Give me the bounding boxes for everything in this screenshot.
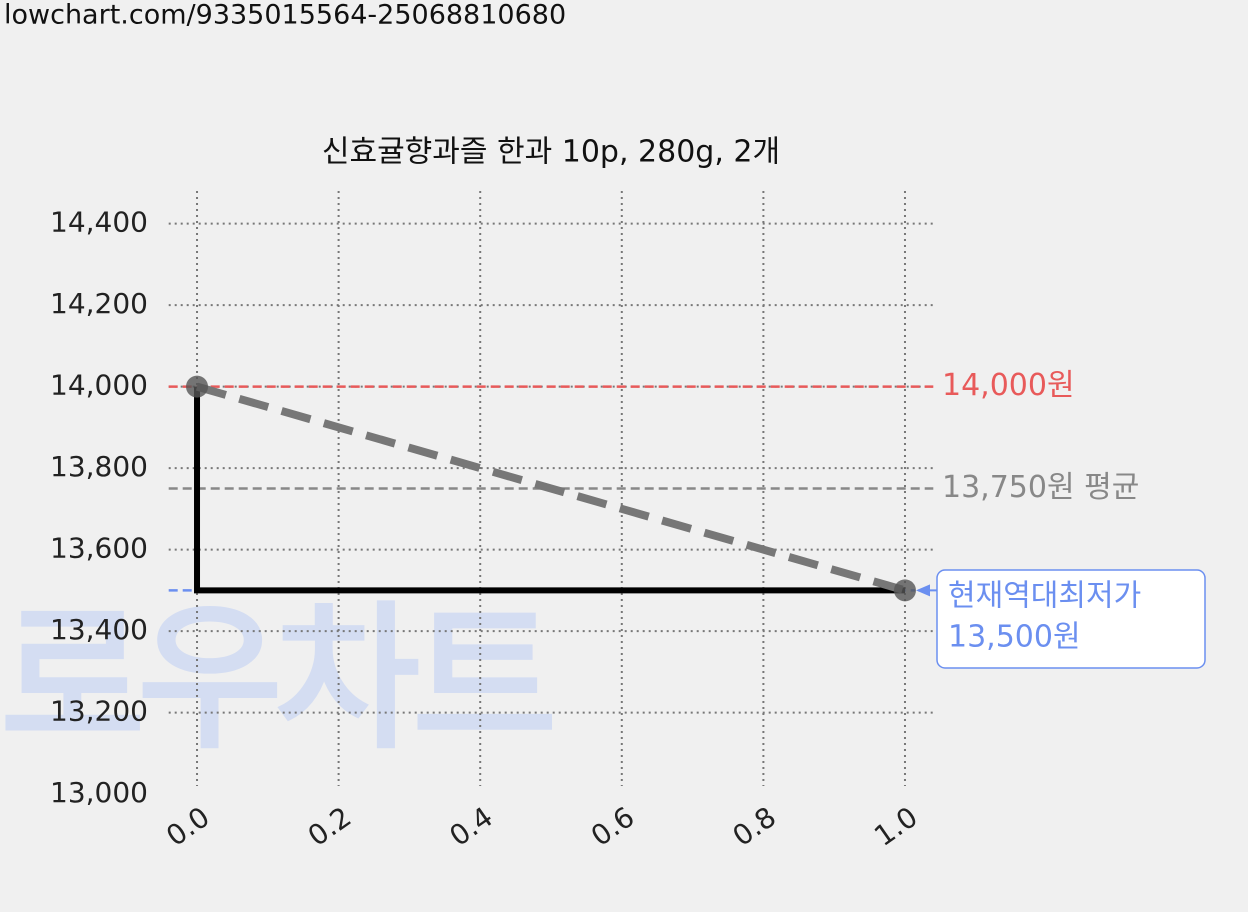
y-tick-label: 14,000 (50, 369, 148, 402)
annotation-arrowhead (916, 584, 930, 597)
line (195, 382, 907, 595)
line (194, 386, 905, 594)
reference-label: 14,000원 (942, 368, 1075, 403)
annotation-box (936, 569, 1206, 669)
watermark: 로우차트 (0, 587, 552, 771)
point (893, 579, 916, 602)
point (186, 375, 209, 398)
y-tick-label: 13,800 (50, 450, 148, 483)
chart-title: 신효귤향과즐 한과 10p, 280g, 2개 (322, 135, 780, 170)
annotation-value: 13,500원 (948, 620, 1081, 655)
reference-label: 13,750원 평균 (942, 470, 1139, 505)
y-tick-label: 13,200 (50, 695, 148, 728)
y-tick-label: 14,200 (50, 287, 148, 320)
y-tick-label: 13,400 (50, 613, 148, 646)
url: lowchart.com/9335015564-25068810680 (4, 0, 566, 31)
y-tick-label: 13,600 (50, 532, 148, 565)
y-tick-label: 13,000 (50, 776, 148, 809)
y-tick-label: 14,400 (50, 206, 148, 239)
annotation-text: 현재역대최저가 (948, 579, 1141, 614)
